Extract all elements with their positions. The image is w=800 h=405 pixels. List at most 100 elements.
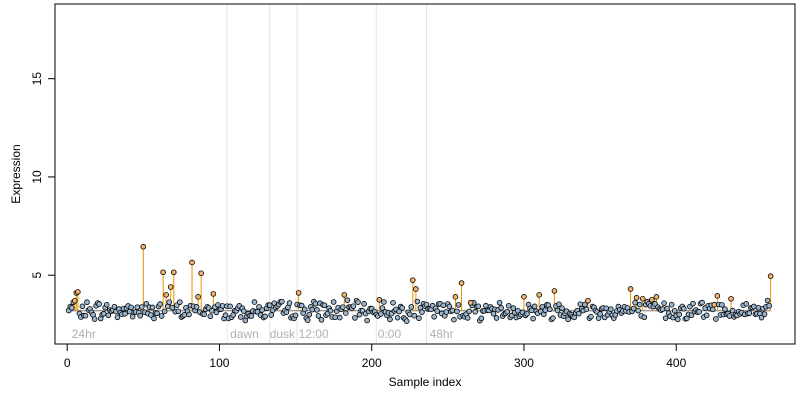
data-point [201,311,208,318]
region-label: dusk [270,327,296,341]
data-point [766,302,772,309]
highlight-point [195,294,201,300]
data-point [227,303,233,310]
data-point [661,300,667,306]
x-tick-label: 0 [64,356,71,370]
data-point [539,304,546,310]
highlight-point [627,286,634,292]
data-point [298,302,305,309]
data-point [268,312,275,318]
highlight-point [767,273,774,279]
region-label: 0:00 [378,327,402,341]
highlight-point [210,291,217,297]
data-point [703,312,710,319]
x-tick-label: 100 [209,356,229,370]
data-point [755,304,762,311]
x-tick-label: 300 [514,356,534,370]
highlight-point [521,294,527,300]
data-point [531,303,538,310]
data-point [559,305,565,311]
data-point [378,311,384,317]
data-point [111,303,118,310]
highlight-point [75,289,81,295]
data-point [577,301,584,307]
y-tick-label: 15 [30,72,44,86]
data-point [588,313,594,320]
highlight-point [633,295,640,301]
data-point [399,305,405,311]
data-point [219,303,226,309]
highlight-point [413,286,419,292]
highlight-point [653,294,660,300]
data-point [554,307,561,314]
data-point [664,305,670,312]
y-tick-label: 5 [30,272,44,279]
data-point [143,300,150,307]
data-point [248,313,255,319]
data-point [166,299,172,305]
data-point [387,316,393,323]
data-point [542,307,549,313]
data-point [394,314,401,321]
data-point [96,301,102,307]
y-axis-title: Expression [9,144,23,203]
region-label: 12:00 [299,327,329,341]
highlight-point [649,296,655,303]
data-point [454,308,460,315]
data-point [266,302,273,309]
data-point [259,307,265,313]
data-point [336,314,343,321]
data-point [148,312,154,318]
data-point [114,314,121,321]
data-point [403,318,410,324]
data-point [411,312,418,319]
data-point [607,306,614,312]
data-point [352,315,358,321]
highlight-point [711,301,718,308]
data-point [68,305,75,311]
data-point [431,313,437,320]
point-layer [65,243,774,324]
data-point [671,307,678,314]
data-point [279,298,285,305]
highlight-point [198,270,204,277]
data-point [641,314,648,321]
data-point [292,312,299,319]
data-point [758,314,765,321]
highlight-point [376,296,383,303]
data-point [241,308,247,314]
data-point [122,310,128,317]
data-point [158,313,165,319]
data-point [355,299,361,305]
highlight-point [639,295,646,302]
data-point [262,313,268,320]
data-point [414,298,421,305]
data-point [681,305,687,312]
data-point [149,304,156,311]
x-tick-label: 400 [666,356,686,370]
data-point [207,313,214,320]
data-point [381,299,387,305]
data-point [764,297,771,304]
data-point [343,310,349,316]
highlight-point [585,297,591,304]
data-point [161,308,168,315]
data-point [464,315,471,321]
data-point [151,315,157,322]
highlight-point [728,295,734,302]
data-point [237,314,244,320]
data-point [565,316,571,323]
data-point [304,317,311,323]
highlight-point [295,290,302,296]
plot-frame [54,3,796,345]
data-point [676,311,683,318]
data-point [504,308,511,315]
highlight-point [140,243,147,250]
data-point [496,299,503,306]
highlight-point [410,277,416,283]
data-point [283,309,290,316]
data-point [547,306,553,313]
data-point [719,302,725,308]
